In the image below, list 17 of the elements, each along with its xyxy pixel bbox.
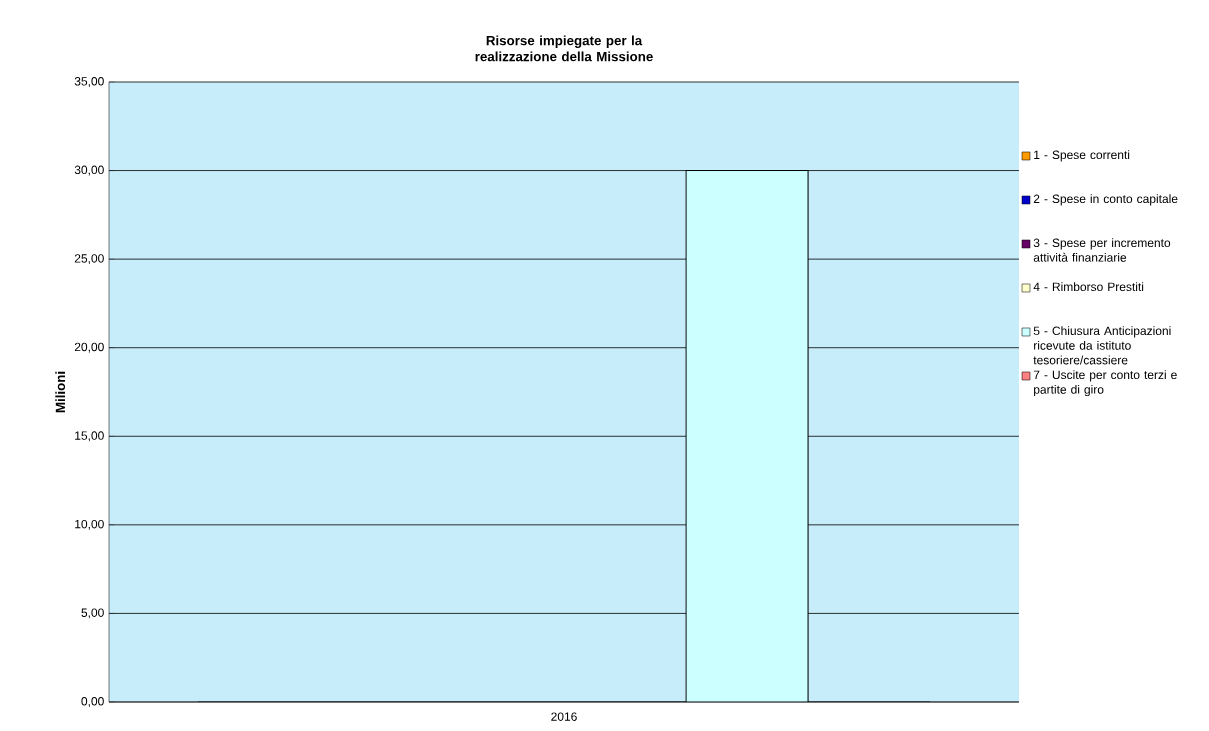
chart-title: Risorse impiegate per la realizzazione della Missione — [475, 35, 653, 62]
legend-label: 3 - Spese per incremento attività finanziarie — [1033, 238, 1171, 262]
legend-label: 5 - Chiusura Anticipazioni ricevute da istituto tesoriere/cassiere — [1033, 326, 1171, 365]
legend-label: 2 - Spese in conto capitale — [1033, 194, 1178, 206]
x-tick-label: 2016 — [551, 712, 577, 721]
y-tick-label: 15,00 — [75, 431, 104, 442]
y-tick-label: 5,00 — [81, 608, 104, 619]
y-tick-label: 35,00 — [74, 77, 104, 87]
y-tick-label: 10,00 — [75, 519, 104, 530]
legend-label: 1 - Spese correnti — [1034, 150, 1130, 162]
y-tick-label: 25,00 — [74, 254, 104, 265]
y-tick-label: 0,00 — [81, 697, 104, 707]
y-axis-title: Milioni — [55, 371, 66, 413]
legend-label: 4 - Rimborso Prestiti — [1033, 282, 1144, 292]
y-tick-label: 20,00 — [74, 342, 104, 353]
y-tick-label: 30,00 — [74, 165, 104, 176]
legend-label: 7 - Uscite per conto terzi e partite di giro — [1033, 370, 1177, 397]
